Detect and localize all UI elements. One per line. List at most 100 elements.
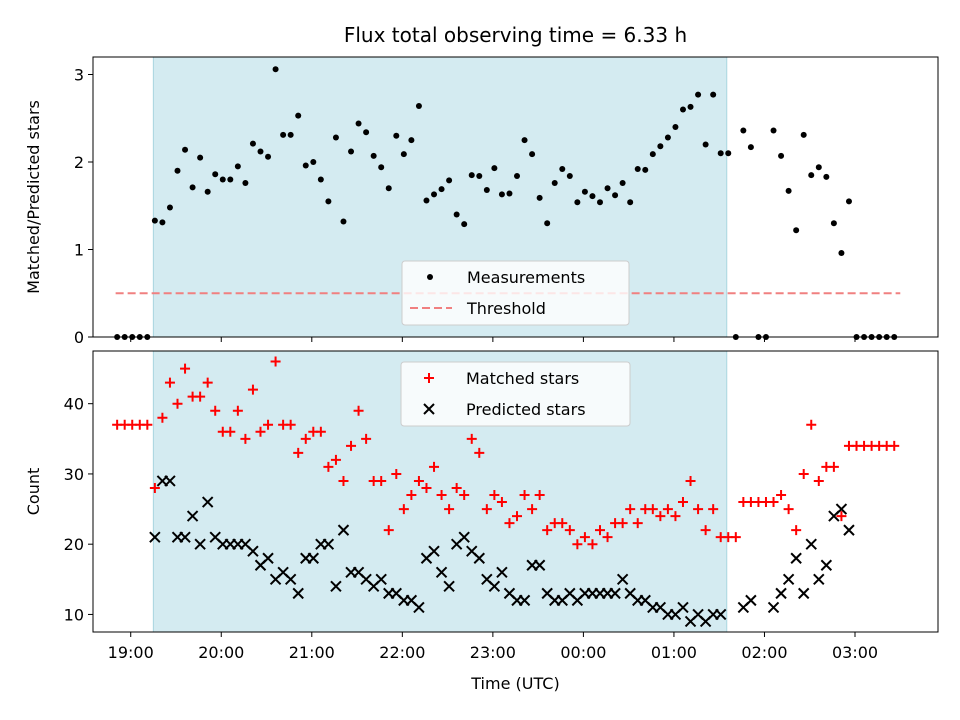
measurement-point <box>725 150 732 157</box>
predicted-star-marker <box>616 573 629 586</box>
matched-star-marker <box>617 518 628 529</box>
measurement-point <box>649 151 656 158</box>
matched-star-marker <box>451 482 462 493</box>
predicted-star-marker <box>149 531 161 543</box>
y-tick-label: 0 <box>74 328 84 347</box>
measurement-point <box>438 186 445 193</box>
measurement-point <box>785 187 792 194</box>
predicted-star-marker <box>820 559 833 571</box>
measurement-point <box>317 176 324 183</box>
measurement-point <box>242 180 249 186</box>
measurement-point <box>385 185 392 192</box>
matched-star-marker <box>836 511 847 522</box>
measurement-point <box>529 151 536 158</box>
measurement-point <box>778 152 785 159</box>
matched-star-marker <box>172 398 183 409</box>
matched-star-marker <box>534 490 545 501</box>
measurement-point <box>257 148 264 155</box>
measurement-point <box>506 190 513 197</box>
predicted-star-marker <box>337 524 350 536</box>
chart-title: Flux total observing time = 6.33 h <box>344 23 687 47</box>
matched-star-marker <box>421 482 432 493</box>
x-tick-label: 00:00 <box>560 643 606 662</box>
measurement-point <box>287 131 294 138</box>
matched-star-marker <box>527 504 538 515</box>
matched-star-marker <box>338 475 349 486</box>
measurement-point <box>295 112 302 119</box>
measurement-point <box>702 141 709 148</box>
measurement-point <box>370 152 377 159</box>
predicted-star-marker <box>715 608 727 621</box>
matched-star-marker <box>512 511 523 522</box>
matched-star-marker <box>828 461 839 472</box>
measurement-point <box>219 176 226 183</box>
measurement-point <box>468 172 475 179</box>
predicted-star-marker <box>428 545 440 557</box>
y-tick-label: 1 <box>74 241 84 260</box>
measurement-point <box>604 185 611 192</box>
matched-star-marker <box>504 518 515 529</box>
predicted-star-marker <box>375 573 387 586</box>
bottom-panel: 10 20 30 40 19:00 20:00 21:00 22:00 23:00 00:00 01… <box>24 350 939 693</box>
predicted-star-marker <box>292 587 304 600</box>
measurement-point <box>159 219 166 226</box>
y-axis-label: Count <box>24 468 43 516</box>
measurement-point <box>747 144 754 151</box>
matched-star-marker <box>496 497 507 508</box>
measurement-point <box>544 220 551 227</box>
matched-star-marker <box>806 419 817 430</box>
measurement-point <box>551 180 558 186</box>
matched-star-marker <box>270 356 281 367</box>
predicted-star-marker <box>186 510 199 522</box>
predicted-star-marker <box>835 503 848 515</box>
measurement-point <box>740 127 747 134</box>
matched-star-marker <box>813 475 824 486</box>
measurement-point <box>400 151 407 158</box>
measurement-point <box>302 162 309 169</box>
predicted-star-marker <box>775 587 787 600</box>
legend-label: Threshold <box>466 299 546 318</box>
matched-star-marker <box>346 440 357 451</box>
y-tick-label: 2 <box>74 153 84 172</box>
matched-star-marker <box>391 468 402 479</box>
measurement-point <box>249 140 256 147</box>
matched-star-marker <box>376 475 387 486</box>
legend-predicted-swatch <box>423 403 435 415</box>
legend: Matched stars Predicted stars <box>400 361 631 427</box>
measurement-point <box>310 159 317 165</box>
matched-star-marker <box>602 532 613 543</box>
measurement-point <box>461 221 468 228</box>
matched-star-marker <box>700 525 711 536</box>
measurement-point <box>355 120 362 127</box>
measurement-point <box>687 103 694 110</box>
measurement-point <box>415 103 422 109</box>
matched-star-marker <box>247 384 258 395</box>
measurement-point <box>717 150 724 157</box>
y-tick-label: 20 <box>64 535 84 554</box>
measurement-point <box>664 134 671 141</box>
matched-star-marker <box>157 412 168 423</box>
legend-box <box>400 361 631 427</box>
matched-star-marker <box>300 433 311 444</box>
measurement-point <box>483 187 490 193</box>
legend-label: Predicted stars <box>466 400 586 419</box>
matched-star-marker <box>776 490 787 501</box>
matched-star-marker <box>542 525 553 536</box>
measurement-point <box>378 164 385 171</box>
matched-star-marker <box>625 504 636 515</box>
predicted-star-marker <box>767 601 780 614</box>
matched-star-marker <box>587 539 598 550</box>
matched-star-marker <box>579 532 590 543</box>
predicted-star-marker <box>677 601 689 614</box>
x-tick-label: 03:00 <box>832 643 878 662</box>
measurement-point <box>498 191 505 198</box>
measurement-point <box>823 173 830 180</box>
matched-star-marker <box>693 504 704 515</box>
matched-star-marker <box>459 490 470 501</box>
measurement-point <box>559 166 566 172</box>
measurement-point <box>536 194 543 201</box>
predicted-star-marker <box>797 587 810 600</box>
matched-star-marker <box>149 482 160 493</box>
matched-star-marker <box>768 497 779 508</box>
